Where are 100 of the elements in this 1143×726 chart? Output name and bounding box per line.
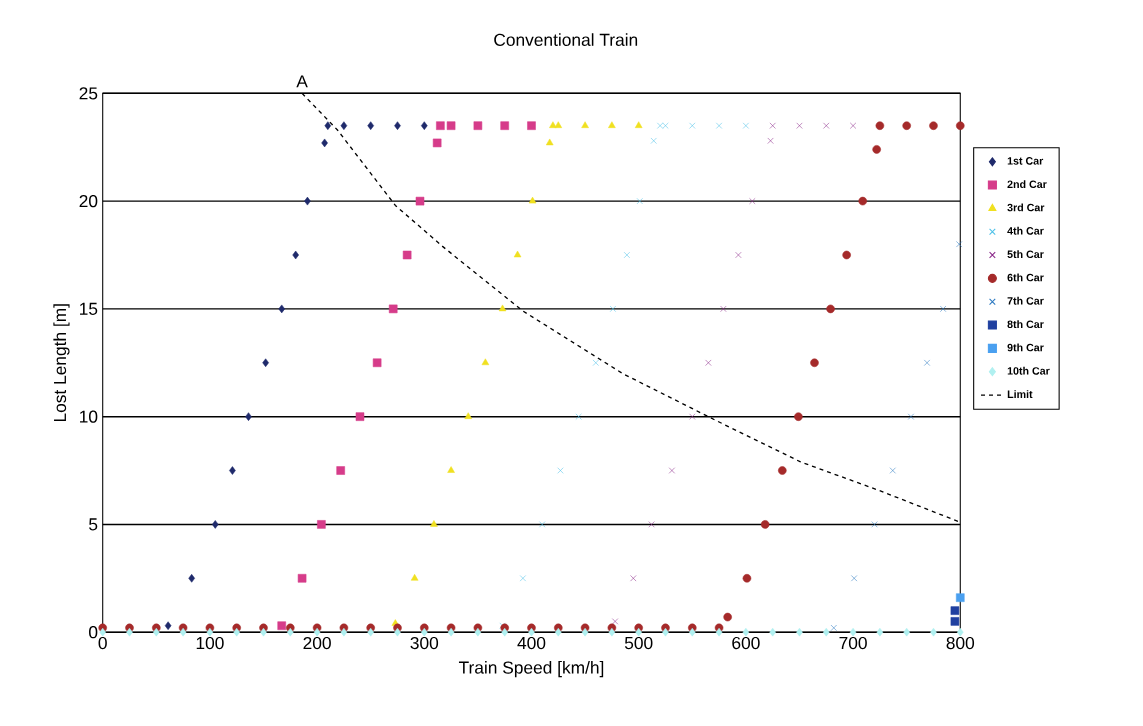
point [715, 628, 723, 637]
point [609, 306, 617, 313]
point [527, 121, 536, 131]
point [262, 358, 269, 368]
point [956, 593, 965, 603]
point [277, 621, 286, 631]
legend-label: 6th Car [1007, 273, 1044, 282]
point [876, 628, 884, 637]
point [153, 628, 160, 637]
point [608, 628, 616, 637]
point [211, 520, 219, 529]
point [394, 121, 401, 131]
point [557, 467, 564, 474]
x-tick-label: 600 [732, 637, 760, 650]
point [447, 628, 455, 637]
point [858, 197, 867, 206]
point [317, 520, 326, 529]
point [662, 628, 669, 637]
legend-label: 1st Car [1007, 157, 1044, 165]
point [689, 122, 696, 130]
point [245, 412, 252, 422]
point [554, 121, 563, 129]
x-tick-label: 500 [624, 637, 653, 650]
point [810, 358, 819, 368]
point [630, 575, 637, 582]
point [464, 412, 472, 420]
point [549, 121, 557, 129]
point [889, 467, 896, 474]
x-tick-label: 0 [98, 637, 107, 650]
point [372, 358, 382, 368]
point [689, 413, 696, 420]
point [871, 521, 878, 528]
chart-title: Conventional Train [494, 33, 638, 47]
point [950, 617, 960, 626]
point [415, 197, 425, 206]
legend-label: 3rd Car [1007, 203, 1045, 212]
point [849, 122, 857, 130]
point [340, 121, 348, 131]
point [498, 304, 507, 312]
point [769, 628, 776, 637]
point [229, 466, 236, 476]
legend-label: 10th Car [1007, 367, 1050, 375]
point [648, 521, 655, 528]
y-tick-label: 25 [79, 87, 98, 100]
point [923, 359, 931, 367]
point [367, 628, 374, 637]
point [902, 121, 911, 131]
y-tick-label: 10 [80, 410, 98, 424]
point [634, 121, 643, 129]
point [929, 121, 938, 131]
point [826, 304, 835, 314]
point [287, 628, 294, 637]
point [421, 628, 428, 637]
point [903, 628, 910, 637]
point [545, 138, 554, 146]
legend-label: 5th Car [1007, 250, 1044, 259]
point [957, 628, 964, 637]
y-tick-label: 20 [79, 195, 98, 208]
point [555, 628, 562, 637]
point [930, 628, 937, 637]
point [872, 145, 881, 154]
point [794, 412, 803, 422]
point [313, 628, 321, 637]
point [500, 121, 509, 131]
point [430, 520, 438, 527]
legend-label: Limit [1007, 390, 1033, 399]
x-tick-label: 400 [517, 637, 546, 650]
x-tick-label: 800 [946, 637, 975, 650]
point [436, 121, 445, 131]
x-axis-title: Train Speed [km/h] [458, 661, 604, 678]
point [304, 197, 311, 206]
point [742, 122, 749, 130]
point [394, 628, 401, 637]
point [635, 628, 642, 637]
point [188, 574, 195, 583]
point [446, 121, 456, 131]
point [99, 628, 106, 637]
point [388, 304, 398, 314]
point [749, 198, 756, 205]
point [796, 628, 803, 637]
point [402, 250, 412, 260]
point [705, 359, 712, 367]
point [608, 121, 616, 129]
point [581, 628, 589, 637]
point [875, 121, 885, 131]
point [907, 413, 915, 420]
point [501, 628, 508, 637]
point [324, 121, 332, 131]
point [830, 625, 837, 632]
y-tick-label: 0 [89, 626, 98, 639]
point [473, 121, 483, 131]
point [592, 359, 599, 367]
x-tick-label: 700 [839, 637, 867, 650]
point [823, 628, 830, 637]
point [689, 628, 696, 637]
x-tick-label: 100 [196, 637, 224, 650]
legend-label: 2nd Car [1007, 180, 1047, 189]
point [474, 628, 482, 637]
point [623, 252, 630, 259]
point [956, 241, 963, 248]
